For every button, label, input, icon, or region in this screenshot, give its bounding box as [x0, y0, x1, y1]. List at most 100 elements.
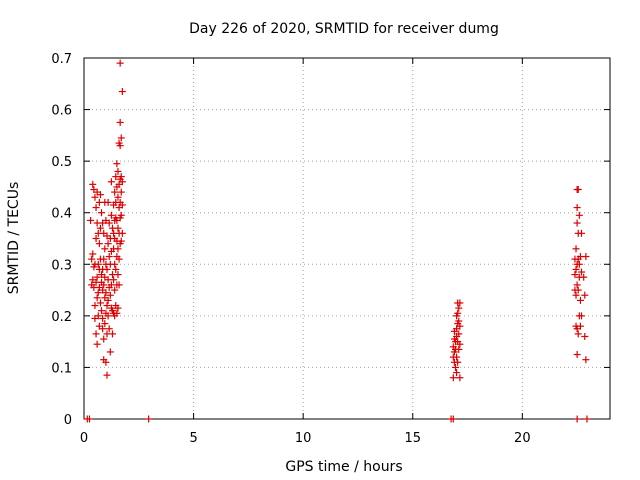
chart-title: Day 226 of 2020, SRMTID for receiver dum…: [189, 21, 499, 37]
data-point: [106, 348, 114, 356]
data-point: [578, 268, 586, 276]
data-point: [456, 374, 464, 382]
data-point: [573, 204, 581, 212]
data-point: [578, 312, 586, 320]
data-point: [104, 198, 112, 206]
data-point: [104, 312, 112, 320]
y-tick-label: 0.5: [51, 155, 72, 170]
data-point: [117, 237, 125, 245]
data-point: [572, 265, 580, 273]
data-point: [101, 320, 109, 328]
data-point: [583, 415, 591, 423]
data-point: [89, 180, 97, 188]
x-tick-labels: 0 5 10 15 20: [80, 431, 531, 446]
data-point: [117, 134, 125, 142]
data-point: [573, 351, 581, 359]
data-point: [107, 211, 115, 219]
data-point: [91, 302, 99, 310]
data-point: [104, 296, 112, 304]
data-point: [575, 211, 583, 219]
data-point: [578, 229, 586, 237]
data-point: [454, 358, 462, 366]
data-point: [111, 188, 119, 196]
data-point: [103, 302, 111, 310]
data-point: [115, 281, 123, 289]
y-tick-label: 0.4: [51, 207, 72, 222]
data-point: [100, 335, 108, 343]
data-point: [100, 255, 108, 263]
y-tick-labels: 0 0.1 0.2 0.3 0.4 0.5 0.6 0.7: [51, 52, 72, 428]
data-point: [88, 255, 96, 263]
x-tick-label: 10: [295, 431, 312, 446]
data-point: [580, 273, 588, 281]
data-point: [108, 330, 116, 338]
data-point: [451, 363, 459, 371]
x-tick-label: 0: [80, 431, 88, 446]
data-point: [581, 332, 589, 340]
axis-ticks: [83, 57, 610, 420]
data-point: [574, 286, 582, 294]
data-point: [116, 59, 124, 67]
data-point: [112, 265, 120, 273]
y-tick-label: 0.2: [51, 310, 72, 325]
data-point: [105, 325, 113, 333]
data-point: [114, 304, 122, 312]
data-point: [100, 281, 108, 289]
data-points: [83, 59, 591, 423]
data-point: [116, 118, 124, 126]
data-point: [87, 216, 95, 224]
data-point: [454, 309, 462, 317]
data-point: [118, 201, 126, 209]
data-point: [93, 294, 101, 302]
data-point: [118, 88, 126, 96]
data-point: [92, 235, 100, 242]
data-point: [99, 325, 107, 333]
data-point: [145, 415, 153, 423]
data-point: [114, 271, 122, 279]
data-point: [114, 245, 122, 253]
data-point: [581, 291, 589, 299]
plot-frame: [83, 57, 611, 420]
data-point: [113, 160, 121, 168]
data-point: [96, 191, 104, 199]
data-point: [575, 260, 583, 268]
y-tick-label: 0: [64, 413, 72, 428]
data-point: [117, 173, 125, 181]
data-point: [455, 330, 463, 338]
data-point: [573, 415, 581, 423]
data-point: [456, 299, 464, 307]
data-point: [449, 415, 457, 423]
data-point: [117, 211, 125, 219]
data-point: [118, 229, 126, 237]
data-point: [115, 255, 123, 263]
data-point: [98, 209, 106, 217]
data-point: [93, 340, 101, 348]
data-point: [573, 219, 581, 227]
data-point: [111, 260, 119, 268]
data-point: [95, 240, 103, 248]
data-point: [91, 193, 99, 201]
data-point: [94, 312, 102, 320]
data-point: [453, 369, 461, 377]
data-point: [107, 178, 115, 186]
data-point: [103, 265, 111, 273]
y-tick-label: 0.1: [51, 361, 72, 376]
data-point: [85, 415, 93, 423]
data-point: [111, 286, 119, 294]
data-point: [106, 291, 114, 299]
data-point: [456, 340, 464, 348]
data-point: [572, 245, 580, 253]
data-point: [89, 250, 97, 258]
data-point: [92, 330, 100, 338]
data-point: [98, 307, 106, 315]
data-point: [103, 371, 111, 379]
data-point: [114, 193, 122, 201]
x-tick-label: 5: [189, 431, 197, 446]
data-point: [113, 309, 121, 317]
x-tick-label: 20: [514, 431, 531, 446]
data-point: [114, 167, 122, 175]
data-point: [574, 330, 582, 338]
x-tick-label: 15: [404, 431, 421, 446]
data-point: [96, 224, 104, 232]
